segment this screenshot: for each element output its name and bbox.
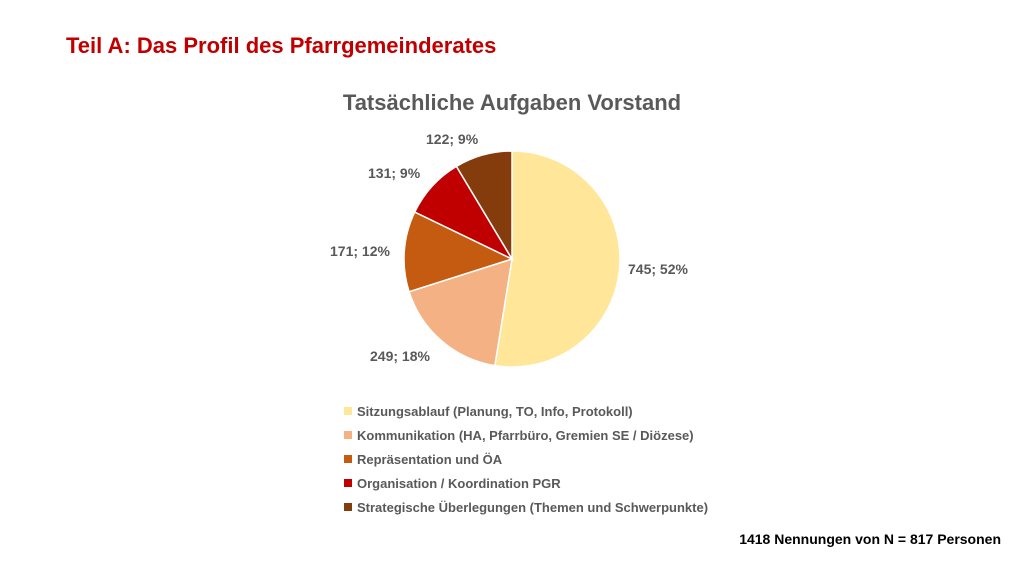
legend-swatch-1 [344, 407, 352, 415]
legend-swatch-2 [344, 431, 352, 439]
legend-label-5: Strategische Überlegungen (Themen und Sc… [357, 499, 709, 515]
slide-title: Teil A: Das Profil des Pfarrgemeinderate… [66, 33, 497, 58]
pie-slice-3 [403, 211, 515, 293]
data-label-2: 249; 18% [370, 348, 430, 364]
pie-slice-1 [493, 150, 621, 368]
chart-legend: Sitzungsablauf (Planung, TO, Info, Proto… [344, 399, 708, 519]
legend-item-5: Strategische Überlegungen (Themen und Sc… [344, 495, 708, 519]
legend-item-4: Organisation / Koordination PGR [344, 471, 708, 495]
legend-item-1: Sitzungsablauf (Planung, TO, Info, Proto… [344, 399, 708, 423]
data-label-3: 171; 12% [330, 243, 390, 259]
data-label-4: 131; 9% [368, 165, 421, 181]
legend-swatch-5 [344, 503, 352, 511]
footnote: 1418 Nennungen von N = 817 Personen [739, 531, 1001, 547]
legend-item-2: Kommunikation (HA, Pfarrbüro, Gremien SE… [344, 423, 708, 447]
chart-title: Tatsächliche Aufgaben Vorstand [342, 90, 682, 115]
legend-item-3: Repräsentation und ÖA [344, 447, 708, 471]
legend-label-3: Repräsentation und ÖA [357, 451, 503, 467]
data-label-5: 122; 9% [426, 131, 479, 147]
data-label-1: 745; 52% [628, 261, 688, 277]
legend-swatch-4 [344, 479, 352, 487]
legend-label-4: Organisation / Koordination PGR [357, 475, 561, 491]
legend-label-1: Sitzungsablauf (Planung, TO, Info, Proto… [357, 403, 633, 419]
pie-slice-2 [408, 257, 513, 367]
pie-slice-5 [455, 150, 513, 262]
legend-swatch-3 [344, 455, 352, 463]
legend-label-2: Kommunikation (HA, Pfarrbüro, Gremien SE… [357, 427, 694, 443]
